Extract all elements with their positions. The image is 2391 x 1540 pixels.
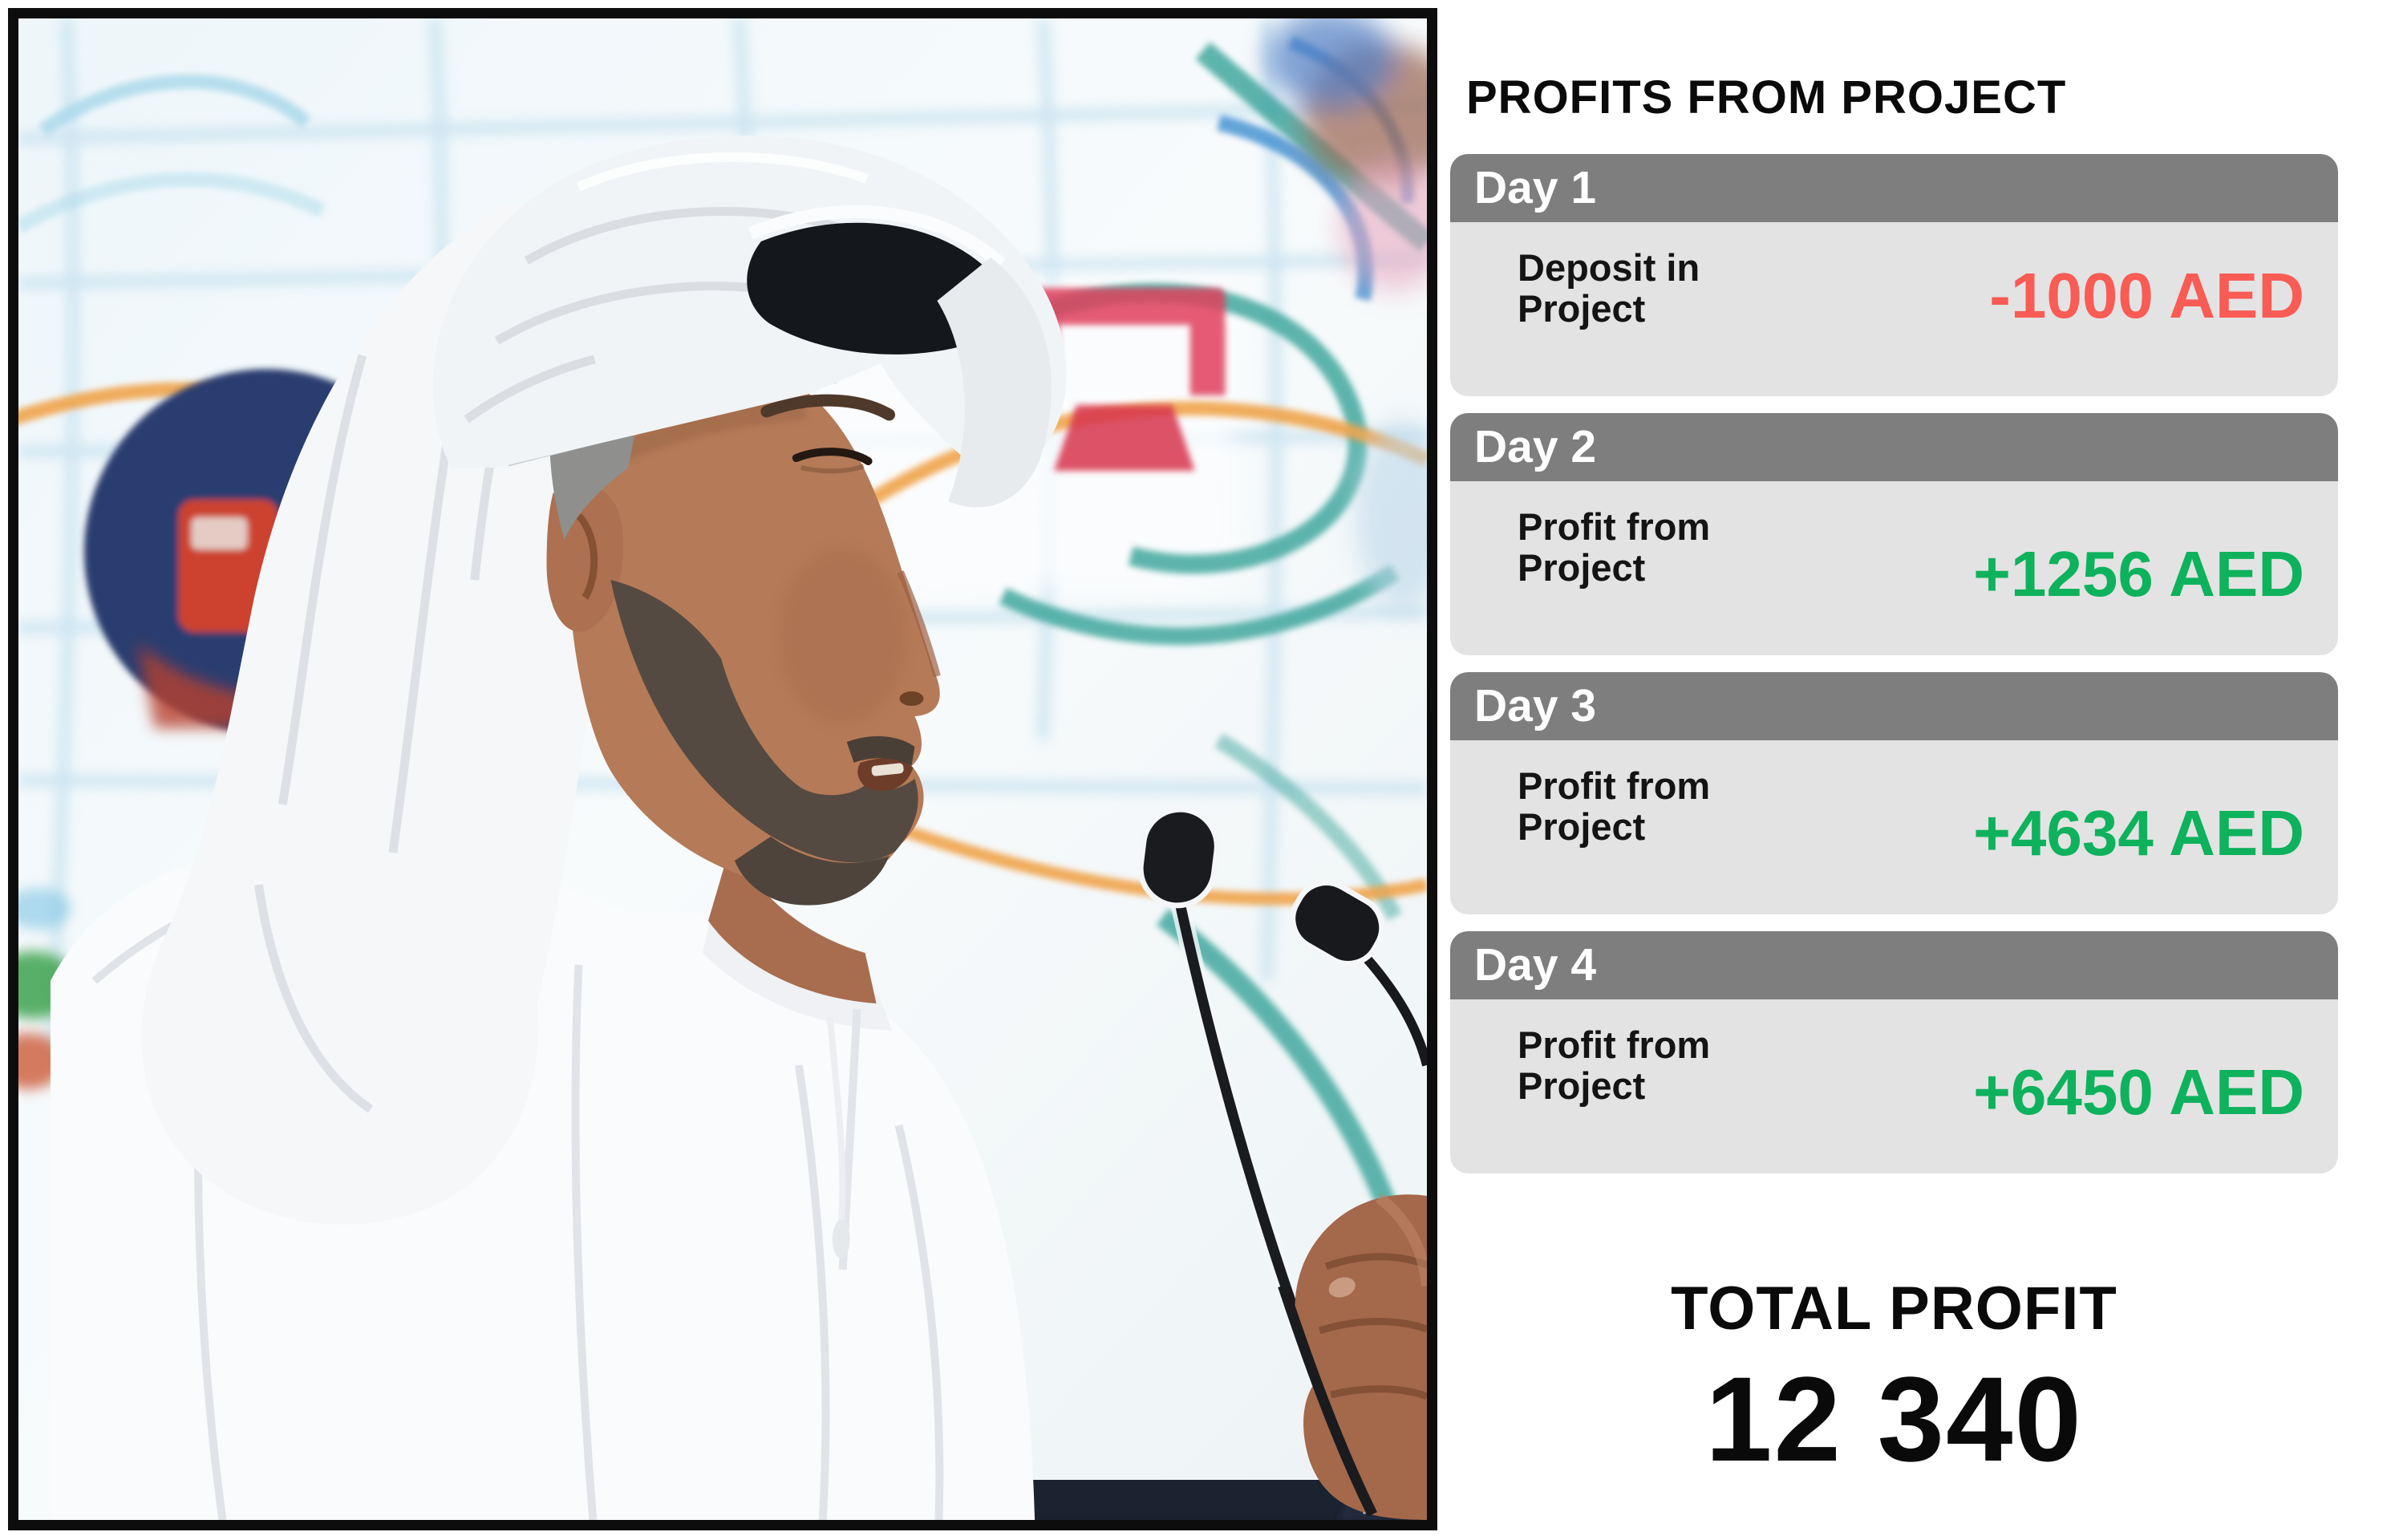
day-card-1-header: Day 1 (1450, 154, 2338, 222)
day-card-3-body: Profit from Project +4634 AED (1450, 740, 2338, 914)
mic-rod-over-hand (1278, 1283, 1377, 1517)
neck (708, 845, 877, 1003)
day-card-4-body: Profit from Project +6450 AED (1450, 999, 2338, 1173)
card-description: Profit from Project (1518, 1023, 1711, 1107)
card-description: Deposit in Project (1518, 246, 1700, 330)
speaker-photo-frame (8, 8, 1437, 1530)
collar (703, 917, 893, 1270)
card-value: +4634 AED (1973, 797, 2304, 869)
day-card-3-header: Day 3 (1450, 672, 2338, 740)
speaker-photo (18, 18, 1427, 1520)
profits-panel: PROFITS FROM PROJECT Day 1 Deposit in Pr… (1450, 0, 2338, 1540)
mustache (846, 736, 915, 766)
headdress-opening (747, 222, 1004, 355)
day-card-4-header: Day 4 (1450, 931, 2338, 999)
card-value: +1256 AED (1973, 538, 2304, 610)
forehead-shade (570, 395, 807, 484)
mouth (857, 758, 914, 792)
panel-title: PROFITS FROM PROJECT (1466, 71, 2067, 124)
face (567, 394, 940, 889)
nose-line (897, 570, 941, 678)
day-card-2: Day 2 Profit from Project +1256 AED (1450, 413, 2338, 655)
beard (610, 580, 918, 863)
hand (1295, 1193, 1427, 1520)
card-description: Profit from Project (1518, 505, 1711, 589)
day-card-2-header: Day 2 (1450, 413, 2338, 481)
day-card-2-body: Profit from Project +1256 AED (1450, 481, 2338, 655)
day-label: Day 4 (1474, 939, 1597, 991)
chin-beard (734, 837, 890, 906)
day-label: Day 2 (1474, 421, 1597, 472)
card-description: Profit from Project (1518, 764, 1711, 848)
day-label: Day 1 (1474, 162, 1597, 213)
nostril (899, 691, 924, 706)
total-label: TOTAL PROFIT (1671, 1275, 2117, 1343)
eyebrow (760, 394, 896, 421)
microphone-right-icon (1290, 880, 1427, 1068)
day-card-4: Day 4 Profit from Project +6450 AED (1450, 931, 2338, 1173)
eye (792, 448, 873, 474)
cheek-shade (778, 548, 907, 724)
total-value: 12 340 (1705, 1352, 2083, 1486)
bokeh (1266, 18, 1427, 612)
dome-highlight (576, 152, 869, 192)
day-card-1-body: Deposit in Project -1000 AED (1450, 222, 2338, 396)
day-card-1: Day 1 Deposit in Project -1000 AED (1450, 154, 2338, 396)
day-label: Day 3 (1474, 680, 1597, 732)
fold-rim-highlight (748, 205, 1006, 269)
total-section: TOTAL PROFIT 12 340 (1450, 1275, 2338, 1486)
card-value: +6450 AED (1973, 1056, 2304, 1128)
lightblue-arcs (18, 74, 326, 233)
headdress-right-fold (937, 257, 1052, 508)
day-card-3: Day 3 Profit from Project +4634 AED (1450, 672, 2338, 914)
card-value: -1000 AED (1989, 260, 2304, 331)
